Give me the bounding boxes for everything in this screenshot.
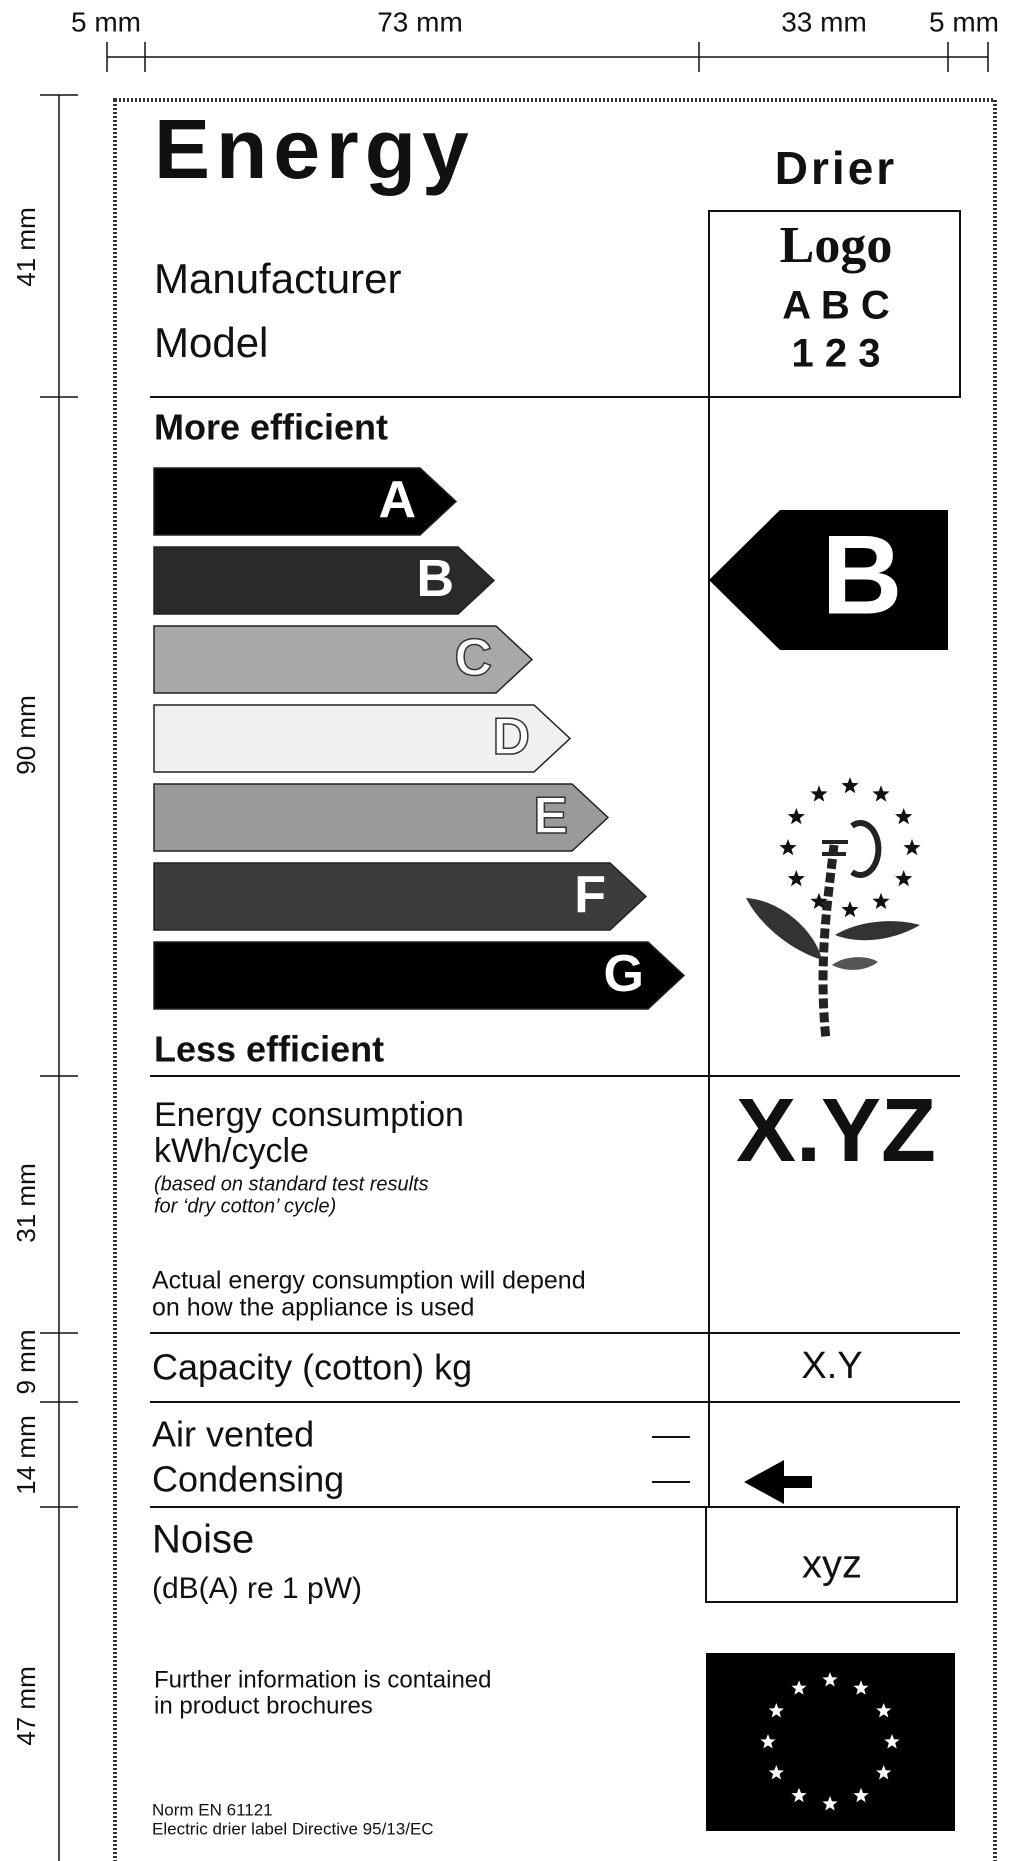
eco-flower [746,823,920,1040]
footer-info: in product brochures [154,1692,373,1719]
consumption-unit: kWh/cycle [154,1132,309,1170]
logo-text: A B C [782,284,889,328]
dimension-label: 14 mm [11,1415,41,1494]
dimension-label: 73 mm [377,6,463,37]
flower-leaf [832,957,878,970]
star [903,839,920,855]
type-option: Air vented [152,1414,314,1455]
dimension-label: 90 mm [11,695,41,774]
footer-norm: Norm EN 61121 [152,1800,273,1819]
consumption-value: X.YZ [736,1081,936,1181]
scale-bottom-label: Less efficient [154,1029,384,1070]
star [810,785,827,801]
dimension-label: 5 mm [71,6,141,37]
footer-directive: Electric drier label Directive 95/13/EC [152,1819,434,1838]
star [872,785,889,801]
capacity-value: X.Y [801,1345,862,1387]
efficiency-letter: G [604,945,644,1003]
logo-text: Logo [780,217,893,274]
noise-label: Noise [152,1518,254,1562]
noise-value: xyz [802,1543,862,1587]
star [841,777,858,793]
consumption-note: (based on standard test results [154,1173,429,1195]
flower-euro [852,823,878,875]
appliance-type: Drier [775,142,897,194]
rating-letter: B [822,513,903,638]
consumption-note: for ‘dry cotton’ cycle) [154,1195,336,1217]
star [895,808,912,824]
consumption-remark: on how the appliance is used [152,1294,474,1322]
logo-text: 1 2 3 [792,332,881,376]
dimension-label: 9 mm [11,1330,41,1395]
efficiency-letter: A [378,471,416,529]
selected-arrow [744,1460,812,1504]
consumption-remark: Actual energy consumption will depend [152,1267,586,1295]
flower-leaf [835,921,920,940]
dimension-label: 41 mm [11,207,41,286]
dimension-label: 47 mm [11,1666,41,1745]
noise-unit: (dB(A) re 1 pW) [152,1572,362,1605]
efficiency-bar [154,863,646,930]
consumption-title: Energy consumption [154,1096,464,1134]
dimension-label: 33 mm [781,6,867,37]
flower-stem [823,845,834,1040]
efficiency-letter: B [416,550,454,608]
efficiency-letter: D [492,708,530,766]
scale-top-label: More efficient [154,407,388,448]
star [841,901,858,917]
dimension-label: 5 mm [929,6,999,37]
manufacturer: Manufacturer [154,255,401,302]
label-title: Energy [154,102,475,196]
capacity-label: Capacity (cotton) kg [152,1347,472,1388]
footer-info: Further information is contained [154,1666,492,1693]
efficiency-letter: E [533,787,568,845]
energy-label-page: 5 mm 73 mm 33 mm 5 mm 41 mm 90 mm 31 mm 9 m… [0,0,1019,1861]
star [788,808,805,824]
type-option: Condensing [152,1459,344,1500]
efficiency-letter: F [574,866,606,924]
star [895,870,912,886]
model: Model [154,319,268,366]
flower-leaf [746,898,822,960]
star [788,870,805,886]
star [779,839,796,855]
dimension-label: 31 mm [11,1163,41,1242]
star [872,893,889,909]
efficiency-letter: C [454,629,492,687]
